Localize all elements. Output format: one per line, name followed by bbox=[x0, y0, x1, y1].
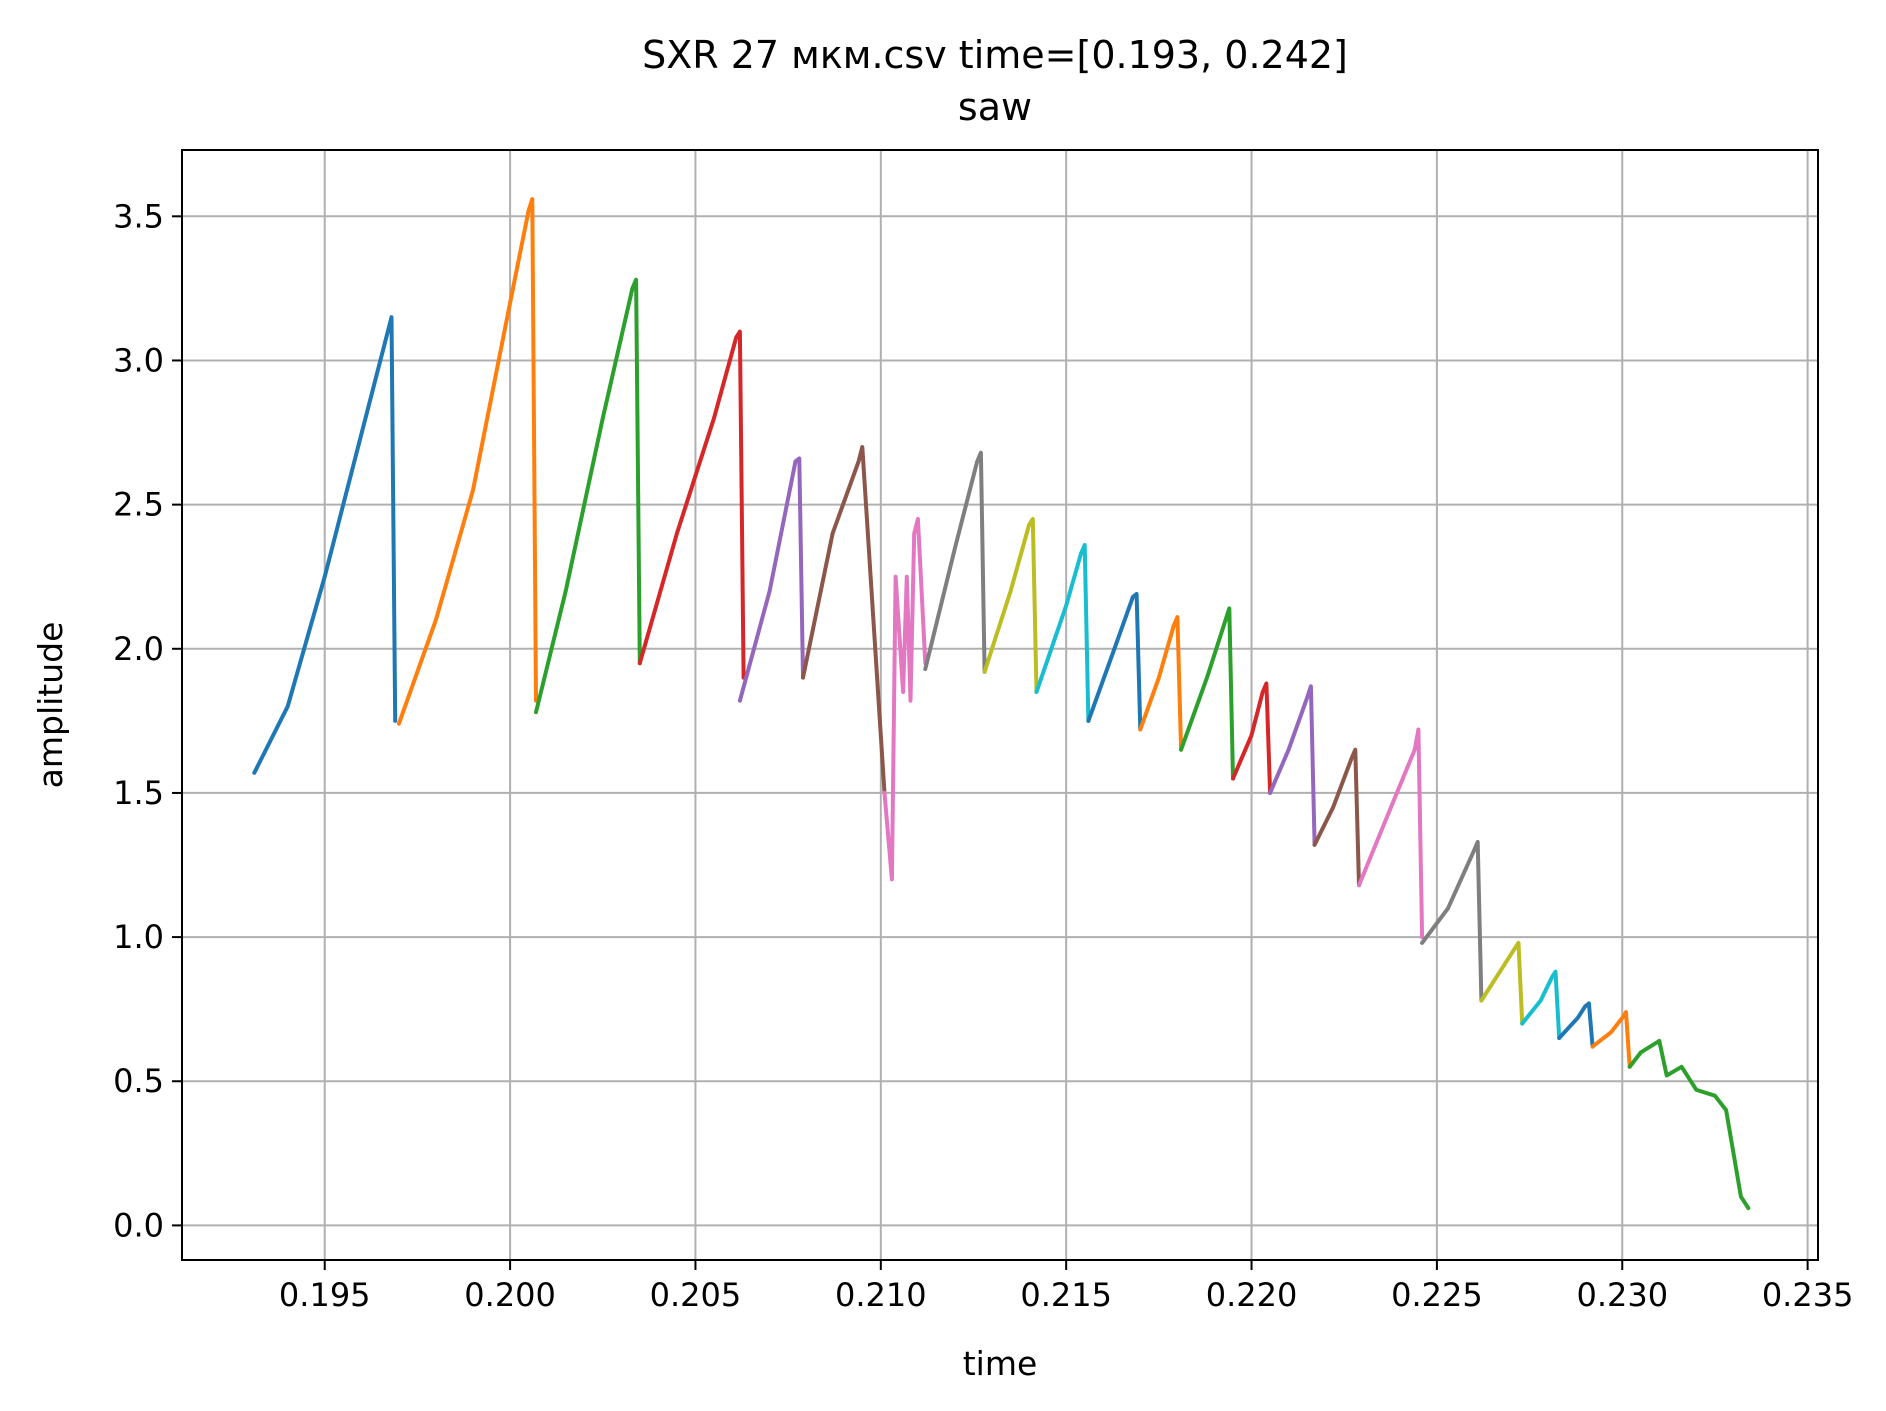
y-tick-label-3: 1.5 bbox=[113, 774, 164, 812]
series-line-9 bbox=[982, 517, 1039, 694]
y-tick-label-7: 3.5 bbox=[113, 197, 164, 235]
chart-subtitle: saw bbox=[958, 85, 1032, 129]
series-line-23 bbox=[1627, 1038, 1751, 1211]
series-line-4 bbox=[637, 329, 746, 680]
x-tick-label-4: 0.215 bbox=[1020, 1276, 1112, 1314]
x-tick-label-3: 0.210 bbox=[835, 1276, 927, 1314]
series-line-10 bbox=[1034, 543, 1091, 723]
x-tick-label-0: 0.195 bbox=[279, 1276, 371, 1314]
y-tick-label-0: 0.0 bbox=[113, 1206, 164, 1244]
series-line-21 bbox=[1557, 1001, 1595, 1049]
series-line-6 bbox=[801, 445, 887, 795]
series-line-14 bbox=[1231, 681, 1273, 795]
x-tick-label-8: 0.235 bbox=[1762, 1276, 1854, 1314]
x-axis-label: time bbox=[963, 1344, 1038, 1383]
series-line-3 bbox=[534, 277, 642, 715]
y-tick-label-2: 1.0 bbox=[113, 918, 164, 956]
series-line-1 bbox=[252, 315, 398, 775]
series-line-22 bbox=[1590, 1010, 1632, 1069]
x-tick-label-1: 0.200 bbox=[464, 1276, 556, 1314]
x-tick-label-5: 0.220 bbox=[1206, 1276, 1298, 1314]
series-line-15 bbox=[1268, 684, 1317, 847]
x-tick-label-7: 0.230 bbox=[1576, 1276, 1668, 1314]
series-line-8 bbox=[923, 450, 987, 674]
plot-frame bbox=[181, 149, 1819, 1261]
chart-title: SXR 27 мкм.csv time=[0.193, 0.242] bbox=[642, 33, 1348, 77]
series-group bbox=[252, 197, 1751, 1211]
y-tick-label-4: 2.0 bbox=[113, 630, 164, 668]
series-line-20 bbox=[1520, 969, 1562, 1040]
series-line-19 bbox=[1479, 940, 1525, 1026]
series-line-13 bbox=[1179, 606, 1235, 781]
series-line-16 bbox=[1312, 747, 1361, 888]
y-axis-label: amplitude bbox=[31, 622, 70, 789]
x-tick-label-6: 0.225 bbox=[1391, 1276, 1483, 1314]
series-line-12 bbox=[1138, 615, 1184, 752]
y-tick-label-6: 3.0 bbox=[113, 341, 164, 379]
y-tick-label-5: 2.5 bbox=[113, 486, 164, 524]
series-line-7 bbox=[882, 517, 928, 882]
x-tick-label-2: 0.205 bbox=[650, 1276, 742, 1314]
series-line-17 bbox=[1357, 727, 1425, 940]
series-line-5 bbox=[737, 456, 805, 703]
y-tick-label-1: 0.5 bbox=[113, 1062, 164, 1100]
series-line-18 bbox=[1420, 839, 1484, 1003]
series-line-11 bbox=[1086, 592, 1143, 732]
grid bbox=[182, 150, 1818, 1260]
axis-ticks: 0.195 0.200 0.205 0.210 0.215 0.220 0.225 0.230… bbox=[113, 197, 1853, 1314]
series-line-2 bbox=[396, 197, 538, 726]
